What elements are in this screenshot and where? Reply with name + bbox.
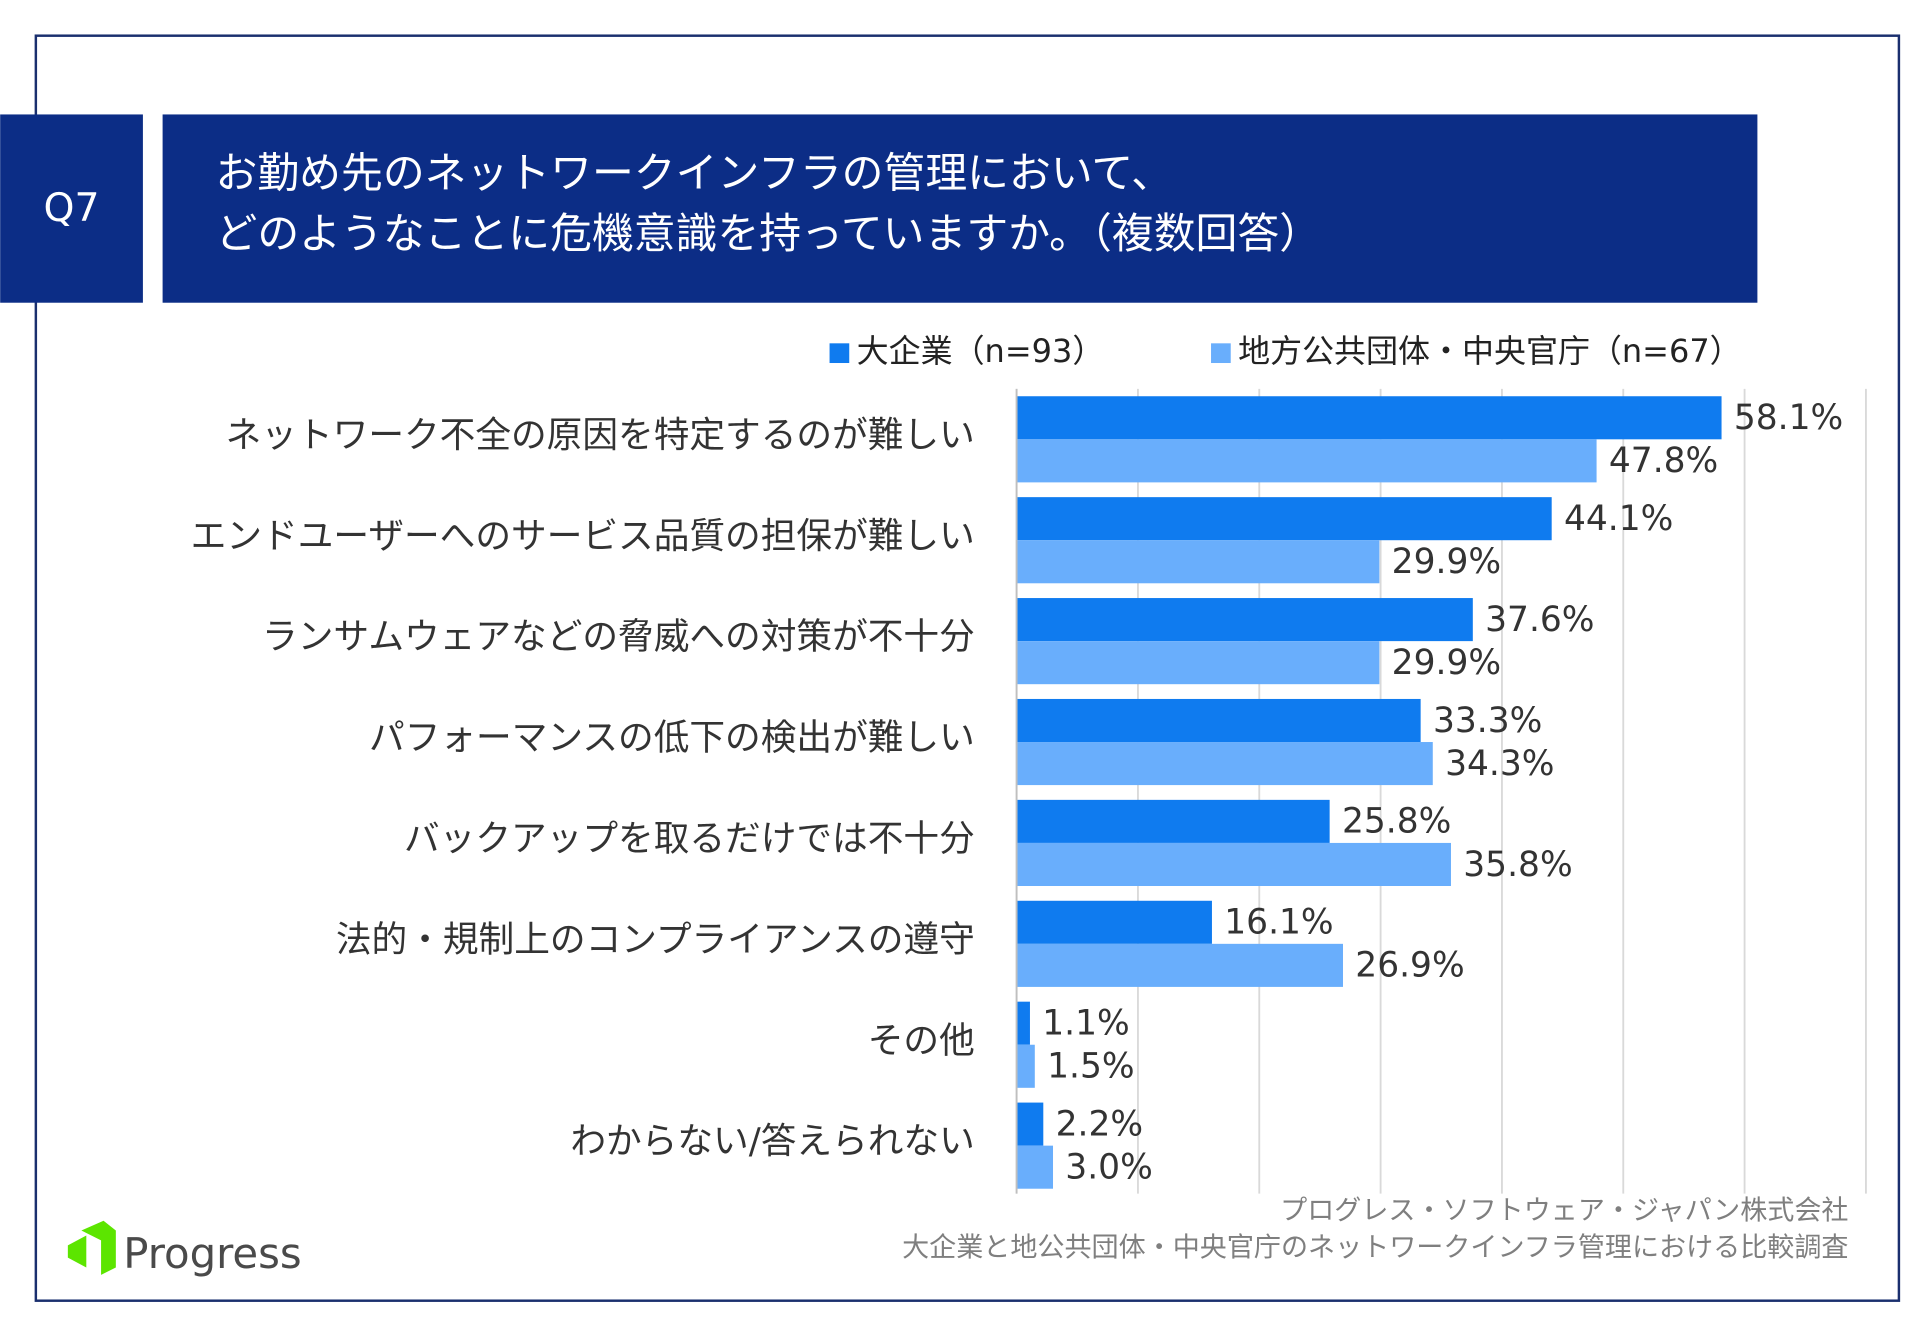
bar xyxy=(1016,742,1433,786)
brand-name: Progress xyxy=(123,1229,302,1278)
category-label: ネットワーク不全の原因を特定するのが難しい xyxy=(226,415,975,456)
frame xyxy=(34,34,1901,1302)
value-label: 1.5% xyxy=(1047,1047,1135,1087)
brand-logo: Progress xyxy=(67,1220,302,1278)
title-line: どのようなことに危機意識を持っていますか。（複数回答） xyxy=(216,209,1322,258)
legend-label: 地方公共団体・中央官庁（n=67） xyxy=(1238,332,1742,370)
legend-swatch xyxy=(829,343,850,364)
category-label: バックアップを取るだけでは不十分 xyxy=(404,818,975,859)
value-label: 25.8% xyxy=(1342,802,1451,842)
source-line: プログレス・ソフトウェア・ジャパン株式会社 xyxy=(1280,1196,1848,1227)
bar xyxy=(1016,439,1597,483)
value-label: 35.8% xyxy=(1463,845,1572,885)
legend-swatch xyxy=(1211,343,1231,364)
question-box xyxy=(0,114,143,303)
value-label: 33.3% xyxy=(1433,701,1542,741)
bar xyxy=(1016,698,1421,743)
bar xyxy=(1016,799,1330,843)
legend-label: 大企業（n=93） xyxy=(857,332,1105,370)
bar xyxy=(1016,1001,1030,1045)
bar xyxy=(1016,900,1212,944)
logo-icon xyxy=(81,1220,116,1275)
value-label: 3.0% xyxy=(1065,1148,1153,1188)
bar xyxy=(1016,540,1380,584)
source-line: 大企業と地公共団体・中央官庁のネットワークインフラ管理における比較調査 xyxy=(902,1233,1848,1264)
bar xyxy=(1016,842,1451,886)
category-label: エンドユーザーへのサービス品質の担保が難しい xyxy=(191,516,975,557)
title-box xyxy=(162,114,1758,303)
bar xyxy=(1016,598,1473,642)
category-label: わからない/答えられない xyxy=(570,1121,974,1162)
value-label: 1.1% xyxy=(1042,1004,1130,1044)
category-label: パフォーマンスの低下の検出が難しい xyxy=(369,718,975,759)
value-label: 34.3% xyxy=(1445,744,1554,784)
bar xyxy=(1016,1044,1035,1088)
bar xyxy=(1016,943,1343,987)
question-label: Q7 xyxy=(44,185,100,231)
bar xyxy=(1016,396,1722,440)
value-label: 16.1% xyxy=(1224,903,1333,943)
value-label: 29.9% xyxy=(1392,542,1501,582)
title-line: お勤め先のネットワークインフラの管理において、 xyxy=(216,148,1173,197)
value-label: 2.2% xyxy=(1056,1104,1144,1144)
value-label: 29.9% xyxy=(1392,643,1501,683)
value-label: 47.8% xyxy=(1609,441,1718,481)
bar xyxy=(1016,1102,1044,1146)
category-label: ランサムウェアなどの脅威への対策が不十分 xyxy=(262,617,975,658)
logo-icon xyxy=(67,1235,87,1268)
bar xyxy=(1016,1145,1054,1189)
value-label: 44.1% xyxy=(1564,499,1673,539)
bar xyxy=(1016,641,1380,685)
value-label: 58.1% xyxy=(1734,398,1843,438)
value-label: 26.9% xyxy=(1355,946,1464,986)
category-label: 法的・規制上のコンプライアンスの遵守 xyxy=(336,919,975,960)
category-label: その他 xyxy=(868,1020,975,1061)
bar xyxy=(1016,497,1552,541)
value-label: 37.6% xyxy=(1485,600,1594,640)
